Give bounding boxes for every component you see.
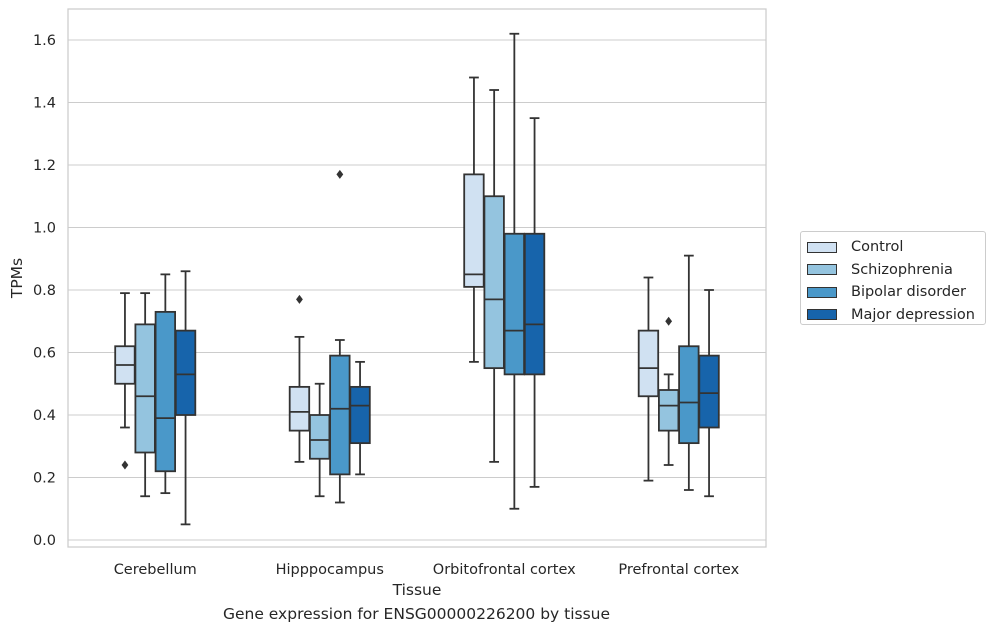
box-control (114, 292, 136, 470)
box-major-depression (174, 270, 197, 526)
box-groups (114, 32, 720, 526)
outlier-marker (665, 316, 673, 326)
legend-item: Schizophrenia (807, 259, 985, 282)
box-iqr (658, 389, 680, 432)
box-iqr (523, 232, 546, 376)
y-tick-label: 0.8 (33, 283, 56, 299)
box-iqr (154, 310, 177, 473)
legend-item: Control (807, 236, 985, 259)
chart-caption: Gene expression for ENSG00000226200 by t… (222, 605, 611, 623)
box-control (637, 276, 660, 482)
box-control (463, 76, 485, 363)
y-tick-label: 1.0 (33, 221, 56, 237)
legend-swatch (807, 286, 837, 298)
box-iqr (698, 354, 720, 429)
outlier-marker (336, 169, 344, 179)
legend-item: Major depression (807, 304, 985, 327)
box-iqr (308, 414, 331, 460)
x-axis-title: Tissue (392, 581, 442, 599)
outlier-marker (296, 294, 303, 304)
legend-swatch (807, 241, 837, 253)
x-tick-label: Hipppocampus (276, 562, 384, 578)
box-schizophrenia (308, 382, 331, 498)
legend-swatch (807, 309, 837, 321)
box-iqr (288, 385, 311, 432)
y-tick-label: 1.6 (33, 33, 56, 49)
box-major-depression (698, 289, 720, 498)
legend-swatch (807, 264, 837, 276)
box-schizophrenia (658, 316, 680, 466)
box-iqr (134, 323, 156, 454)
y-tick-label: 0.6 (33, 346, 56, 362)
box-bipolar-disorder (503, 32, 526, 510)
box-control (288, 294, 311, 463)
box-iqr (678, 345, 700, 445)
legend-label: Major depression (851, 306, 975, 323)
legend: Control Schizophrenia Bipolar disorder Majo… (800, 231, 986, 325)
box-iqr (329, 354, 351, 476)
x-tick-label: Orbitofrontal cortex (433, 562, 576, 578)
box-major-depression (523, 117, 546, 488)
y-tick-label: 0.0 (33, 533, 56, 549)
box-iqr (637, 329, 660, 398)
box-iqr (349, 385, 371, 445)
y-tick-label: 1.2 (33, 158, 56, 174)
x-tick-labels: Cerebellum Hipppocampus Orbitofrontal cort… (114, 562, 740, 578)
y-tick-labels: 0.0 0.2 0.4 0.6 0.8 1.0 1.2 1.4 1.6 (33, 33, 56, 549)
outlier-marker (121, 460, 129, 470)
y-tick-label: 0.2 (33, 471, 56, 487)
y-tick-label: 1.4 (33, 96, 56, 112)
box-bipolar-disorder (329, 169, 351, 504)
box-iqr (463, 173, 485, 288)
legend-label: Bipolar disorder (851, 284, 966, 301)
box-iqr (503, 232, 526, 376)
y-tick-label: 0.4 (33, 408, 56, 424)
box-major-depression (349, 360, 371, 476)
legend-label: Schizophrenia (851, 261, 953, 278)
x-tick-label: Prefrontal cortex (618, 562, 739, 578)
x-tick-label: Cerebellum (114, 562, 197, 578)
legend-item: Bipolar disorder (807, 281, 985, 304)
box-iqr (174, 329, 197, 416)
box-iqr (483, 195, 505, 370)
plot-frame (67, 8, 767, 548)
y-axis-title: TPMs (8, 258, 26, 299)
legend-label: Control (851, 239, 904, 256)
